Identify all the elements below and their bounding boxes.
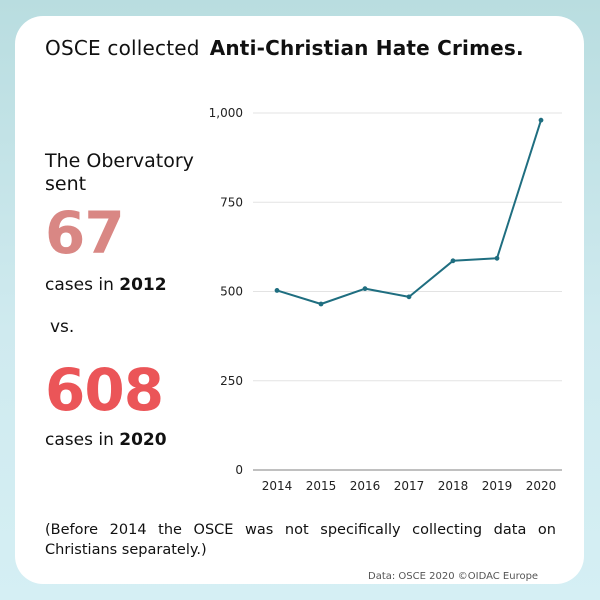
title-plain: OSCE collected (45, 36, 200, 60)
y-tick-label: 750 (220, 195, 243, 209)
y-tick-label: 0 (235, 463, 243, 477)
year-2012: 2012 (119, 275, 167, 295)
x-tick-label: 2016 (350, 479, 381, 493)
data-point (494, 255, 500, 261)
data-point (406, 294, 412, 300)
x-tick-label: 2015 (306, 479, 337, 493)
data-point (318, 301, 324, 307)
x-tick-label: 2017 (394, 479, 425, 493)
number-2012: 67 (45, 199, 125, 267)
intro-text: The Obervatory sent (45, 150, 194, 195)
y-tick-label: 250 (220, 374, 243, 388)
line-chart: 0 250 500 750 1,000 2014 2015 2016 2017 2018 2019… (209, 106, 562, 493)
cases-2012-line: cases in 2012 (45, 275, 167, 295)
series-layer (274, 117, 544, 307)
cases-prefix: cases in (45, 275, 114, 295)
series-line (276, 119, 542, 305)
data-point (274, 288, 280, 293)
number-2020: 608 (45, 356, 164, 424)
year-2020: 2020 (119, 430, 167, 450)
card (15, 16, 584, 584)
data-point (362, 286, 368, 292)
cases-2020-line: cases in 2020 (45, 430, 167, 450)
y-tick-label: 500 (220, 285, 243, 299)
footnote: (Before 2014 the OSCE was not specifical… (45, 522, 556, 558)
grid-lines (253, 112, 562, 471)
x-tick-label: 2020 (526, 479, 557, 493)
cases-prefix: cases in (45, 430, 114, 450)
data-point (538, 117, 544, 123)
page-title: OSCE collected Anti-Christian Hate Crimes… (45, 36, 524, 60)
source-credit: Data: OSCE 2020 ©OIDAC Europe (368, 571, 539, 582)
data-point (450, 258, 456, 264)
x-axis-ticks: 2014 2015 2016 2017 2018 2019 2020 (262, 479, 557, 493)
x-tick-label: 2019 (482, 479, 513, 493)
y-axis-ticks: 0 250 500 750 1,000 (209, 106, 243, 477)
title-bold: Anti-Christian Hate Crimes. (209, 36, 524, 60)
vs-label: vs. (50, 317, 75, 337)
x-tick-label: 2014 (262, 479, 293, 493)
x-tick-label: 2018 (438, 479, 469, 493)
y-tick-label: 1,000 (209, 106, 243, 120)
